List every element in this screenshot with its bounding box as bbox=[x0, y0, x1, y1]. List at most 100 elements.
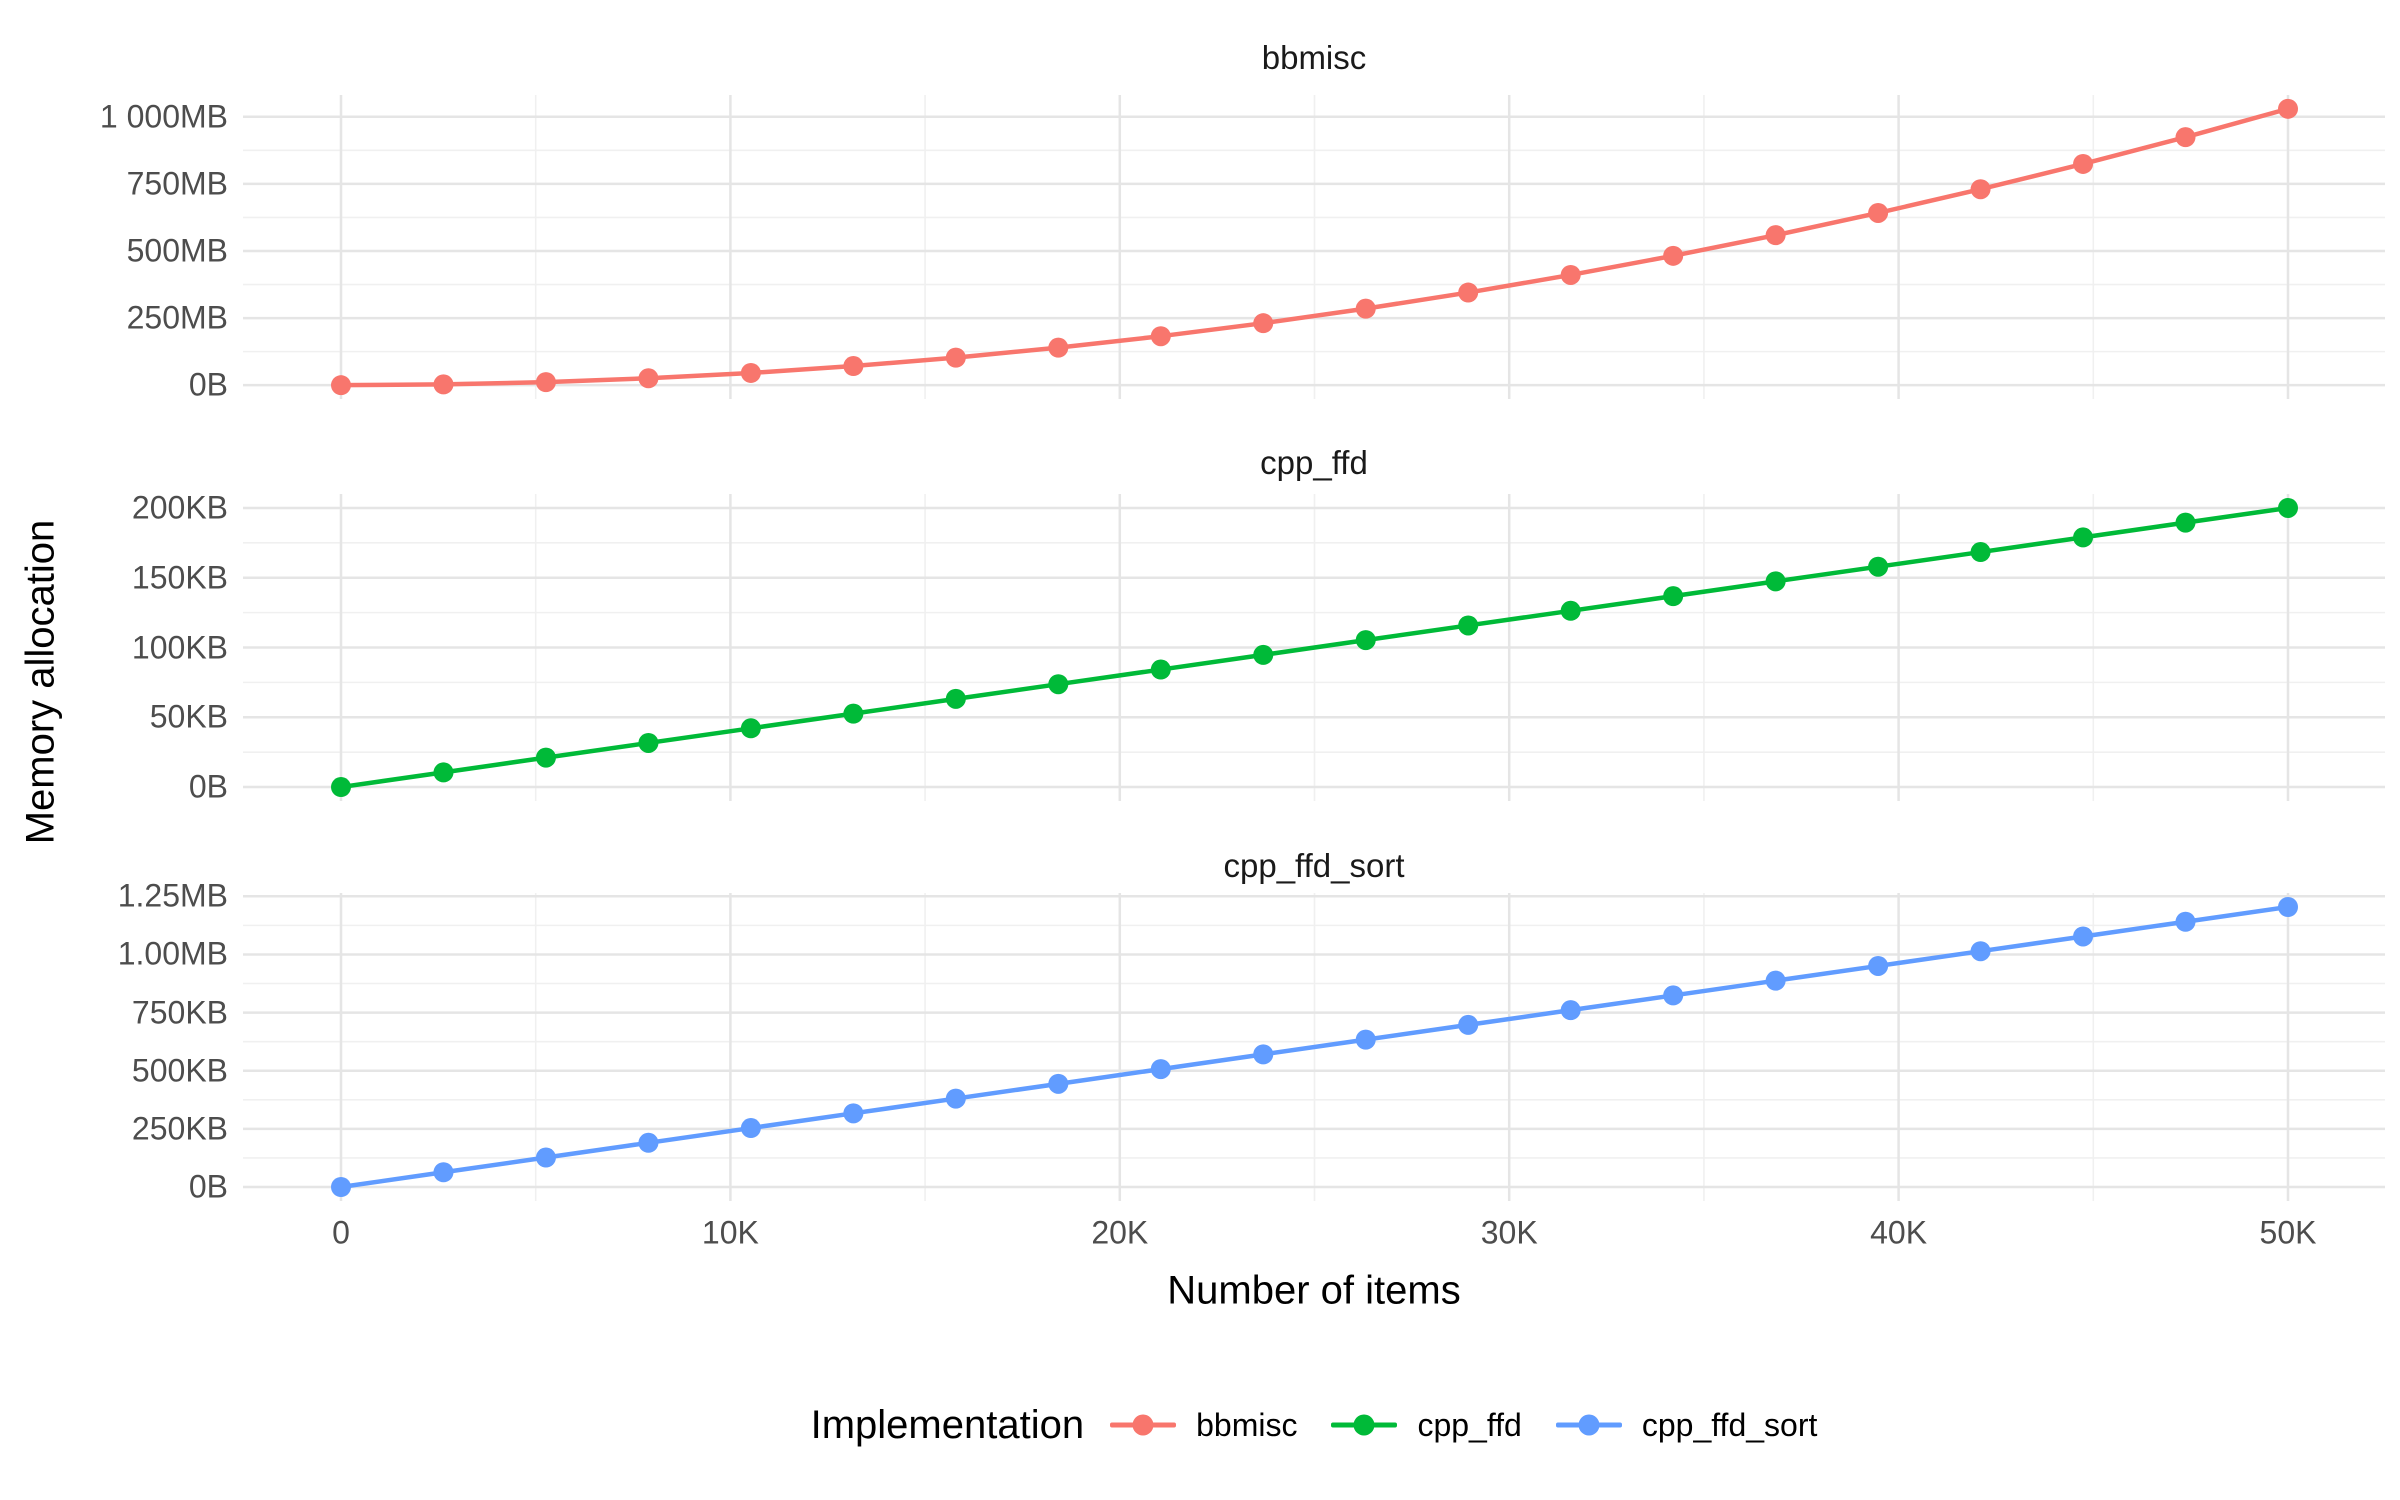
data-point-cpp_ffd bbox=[843, 703, 864, 724]
data-point-cpp_ffd_sort bbox=[1970, 941, 1991, 962]
data-point-cpp_ffd_sort bbox=[2278, 897, 2298, 917]
data-point-bbmisc bbox=[1765, 225, 1786, 246]
data-point-cpp_ffd_sort bbox=[1253, 1044, 1274, 1065]
legend: Implementation bbmisc cpp_ffd cpp_ffd_sort bbox=[243, 1392, 2385, 1458]
data-point-cpp_ffd bbox=[1765, 571, 1786, 592]
data-point-cpp_ffd bbox=[2175, 512, 2196, 533]
data-point-bbmisc bbox=[945, 347, 966, 368]
x-tick-label: 20K bbox=[1091, 1214, 1149, 1251]
y-tick-label: 0B bbox=[188, 768, 228, 805]
data-point-cpp_ffd_sort bbox=[331, 1177, 351, 1197]
x-tick-label: 50K bbox=[2259, 1214, 2317, 1251]
data-point-cpp_ffd_sort bbox=[1048, 1073, 1069, 1094]
data-point-bbmisc bbox=[1868, 202, 1889, 223]
legend-label: cpp_ffd_sort bbox=[1641, 1406, 1818, 1443]
legend-key-dot bbox=[1578, 1414, 1600, 1436]
data-point-cpp_ffd_sort bbox=[1150, 1059, 1171, 1080]
data-point-bbmisc bbox=[2278, 98, 2298, 119]
data-point-cpp_ffd bbox=[331, 777, 351, 798]
data-point-cpp_ffd_sort bbox=[2175, 911, 2196, 932]
x-tick-label: 0 bbox=[332, 1214, 350, 1251]
data-point-bbmisc bbox=[331, 375, 351, 396]
y-tick-label: 500MB bbox=[126, 232, 228, 269]
data-point-cpp_ffd bbox=[740, 718, 761, 739]
y-tick-label: 100KB bbox=[131, 629, 228, 665]
legend-items: bbmisc cpp_ffd cpp_ffd_sort bbox=[1110, 1407, 1817, 1444]
legend-item-cpp_ffd_sort: cpp_ffd_sort bbox=[1555, 1406, 1818, 1444]
data-point-bbmisc bbox=[535, 372, 556, 393]
panel-cpp_ffd_sort bbox=[243, 893, 2385, 1201]
facet-strip-title-cpp_ffd_sort: cpp_ffd_sort bbox=[1223, 847, 1405, 884]
data-point-bbmisc bbox=[1253, 313, 1274, 334]
y-tick-label: 250MB bbox=[126, 299, 228, 336]
x-tick-label: 40K bbox=[1870, 1214, 1928, 1251]
legend-item-bbmisc: bbmisc bbox=[1110, 1407, 1297, 1444]
data-point-bbmisc bbox=[1355, 298, 1376, 319]
data-point-cpp_ffd_sort bbox=[843, 1103, 864, 1124]
data-point-cpp_ffd bbox=[1663, 586, 1684, 607]
data-point-cpp_ffd bbox=[1970, 542, 1991, 563]
line-series-bbmisc bbox=[340, 106, 2289, 388]
data-point-cpp_ffd_sort bbox=[945, 1088, 966, 1109]
line-series-cpp_ffd bbox=[340, 505, 2289, 790]
data-point-cpp_ffd_sort bbox=[535, 1147, 556, 1168]
legend-key-dot bbox=[1132, 1414, 1154, 1436]
data-point-bbmisc bbox=[2073, 153, 2094, 174]
data-point-bbmisc bbox=[2175, 127, 2196, 148]
data-point-bbmisc bbox=[1663, 245, 1684, 266]
legend-label: bbmisc bbox=[1196, 1406, 1298, 1443]
legend-key-dot bbox=[1353, 1414, 1375, 1436]
y-tick-label: 50KB bbox=[149, 698, 228, 735]
y-tick-label: 500KB bbox=[131, 1052, 228, 1089]
data-point-cpp_ffd bbox=[2073, 527, 2094, 548]
data-point-cpp_ffd_sort bbox=[1663, 985, 1684, 1006]
legend-key-icon bbox=[1110, 1408, 1177, 1442]
data-point-cpp_ffd bbox=[1253, 644, 1274, 665]
y-tick-label: 1.25MB bbox=[117, 877, 228, 914]
data-point-cpp_ffd bbox=[945, 688, 966, 709]
data-point-bbmisc bbox=[1048, 337, 1069, 358]
data-point-cpp_ffd_sort bbox=[740, 1118, 761, 1139]
data-point-cpp_ffd bbox=[1355, 630, 1376, 651]
data-point-cpp_ffd_sort bbox=[1765, 970, 1786, 991]
legend-title: Implementation bbox=[810, 1402, 1085, 1447]
data-point-cpp_ffd bbox=[433, 762, 454, 783]
data-point-bbmisc bbox=[843, 356, 864, 377]
data-point-cpp_ffd bbox=[1150, 659, 1171, 680]
data-point-bbmisc bbox=[638, 368, 659, 389]
legend-label: cpp_ffd bbox=[1417, 1406, 1522, 1443]
panel-cpp_ffd bbox=[243, 494, 2385, 801]
data-point-cpp_ffd bbox=[638, 732, 659, 753]
data-point-cpp_ffd_sort bbox=[638, 1132, 659, 1153]
y-tick-label: 1.00MB bbox=[117, 935, 228, 972]
data-point-bbmisc bbox=[1458, 282, 1479, 303]
data-point-bbmisc bbox=[433, 374, 454, 395]
data-point-cpp_ffd_sort bbox=[1458, 1014, 1479, 1035]
legend-key-icon bbox=[1555, 1408, 1622, 1442]
data-point-cpp_ffd_sort bbox=[1355, 1029, 1376, 1050]
legend-item-cpp_ffd: cpp_ffd bbox=[1331, 1406, 1522, 1444]
data-point-cpp_ffd bbox=[1868, 556, 1889, 577]
y-tick-label: 0B bbox=[188, 1168, 228, 1205]
x-axis-title: Number of items bbox=[1167, 1268, 1461, 1313]
x-tick-label: 10K bbox=[701, 1214, 759, 1251]
y-tick-label: 750KB bbox=[131, 994, 228, 1031]
data-point-cpp_ffd bbox=[1560, 600, 1581, 621]
x-tick-label: 30K bbox=[1480, 1214, 1538, 1251]
data-point-bbmisc bbox=[740, 362, 761, 383]
y-tick-label: 750MB bbox=[126, 165, 228, 202]
data-point-cpp_ffd_sort bbox=[1560, 1000, 1581, 1021]
data-point-bbmisc bbox=[1970, 179, 1991, 200]
data-point-cpp_ffd bbox=[1458, 615, 1479, 636]
data-point-cpp_ffd_sort bbox=[433, 1162, 454, 1183]
facet-strip-title-cpp_ffd: cpp_ffd bbox=[1260, 444, 1368, 481]
legend-key-icon bbox=[1331, 1408, 1398, 1442]
data-point-cpp_ffd bbox=[2278, 497, 2298, 518]
data-point-cpp_ffd_sort bbox=[1868, 955, 1889, 976]
data-point-cpp_ffd_sort bbox=[2073, 926, 2094, 947]
data-point-cpp_ffd bbox=[1048, 674, 1069, 695]
panel-bbmisc bbox=[243, 95, 2385, 399]
data-point-bbmisc bbox=[1560, 264, 1581, 285]
data-point-bbmisc bbox=[1150, 326, 1171, 347]
